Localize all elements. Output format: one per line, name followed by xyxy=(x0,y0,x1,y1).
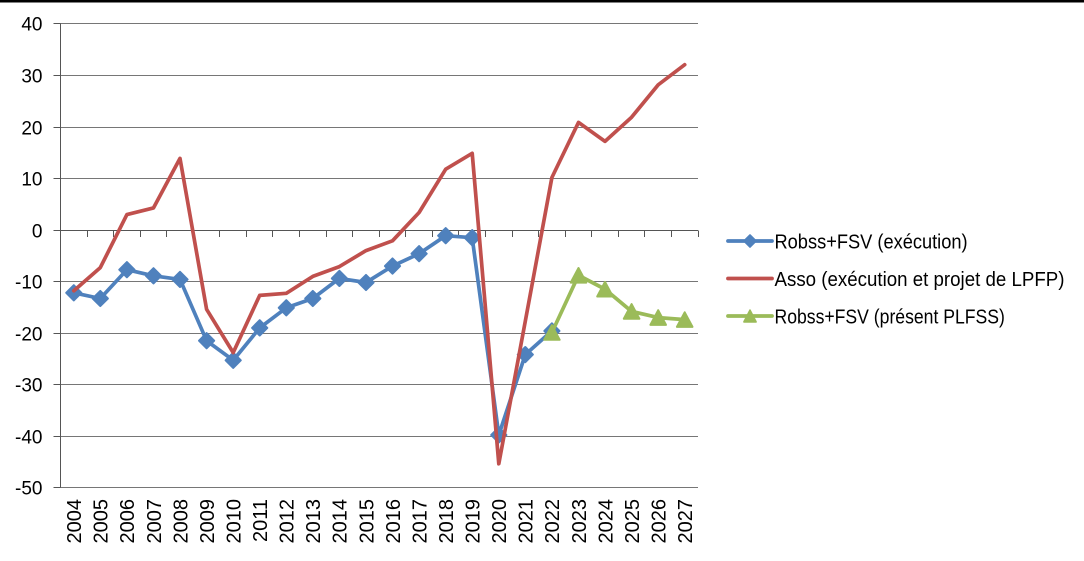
svg-text:2015: 2015 xyxy=(356,499,378,544)
svg-text:2018: 2018 xyxy=(436,499,458,544)
svg-text:Asso (exécution et projet de L: Asso (exécution et projet de LPFP) xyxy=(775,268,1065,291)
svg-text:2022: 2022 xyxy=(542,499,564,544)
svg-text:2006: 2006 xyxy=(117,499,139,544)
svg-text:-10: -10 xyxy=(15,272,42,293)
svg-text:10: 10 xyxy=(21,169,42,190)
svg-text:2007: 2007 xyxy=(144,499,166,544)
svg-text:-50: -50 xyxy=(15,478,42,499)
svg-text:Robss+FSV (présent PLFSS): Robss+FSV (présent PLFSS) xyxy=(775,305,1005,327)
svg-text:2012: 2012 xyxy=(277,499,299,544)
svg-text:2010: 2010 xyxy=(224,499,246,544)
svg-text:0: 0 xyxy=(32,221,43,242)
svg-text:2008: 2008 xyxy=(170,499,192,544)
svg-text:30: 30 xyxy=(21,66,42,87)
svg-text:2017: 2017 xyxy=(409,499,431,544)
svg-text:-40: -40 xyxy=(15,427,42,448)
svg-text:40: 40 xyxy=(21,14,42,35)
svg-text:2013: 2013 xyxy=(303,499,325,544)
svg-text:20: 20 xyxy=(21,118,42,139)
svg-text:2023: 2023 xyxy=(569,499,591,544)
svg-text:2027: 2027 xyxy=(675,499,697,544)
svg-text:2011: 2011 xyxy=(250,499,272,542)
svg-text:2020: 2020 xyxy=(489,499,511,544)
svg-text:2014: 2014 xyxy=(330,499,352,544)
svg-text:2005: 2005 xyxy=(91,499,113,544)
svg-text:-20: -20 xyxy=(15,324,42,345)
svg-text:-30: -30 xyxy=(15,375,42,396)
svg-text:2024: 2024 xyxy=(595,499,617,544)
svg-text:2009: 2009 xyxy=(197,499,219,544)
svg-text:2019: 2019 xyxy=(463,499,485,544)
svg-text:2025: 2025 xyxy=(622,499,644,544)
svg-text:Robss+FSV (exécution): Robss+FSV (exécution) xyxy=(775,232,968,254)
svg-text:2026: 2026 xyxy=(649,499,671,544)
svg-text:2021: 2021 xyxy=(516,499,538,544)
svg-text:2004: 2004 xyxy=(64,499,86,544)
svg-text:2016: 2016 xyxy=(383,499,405,544)
